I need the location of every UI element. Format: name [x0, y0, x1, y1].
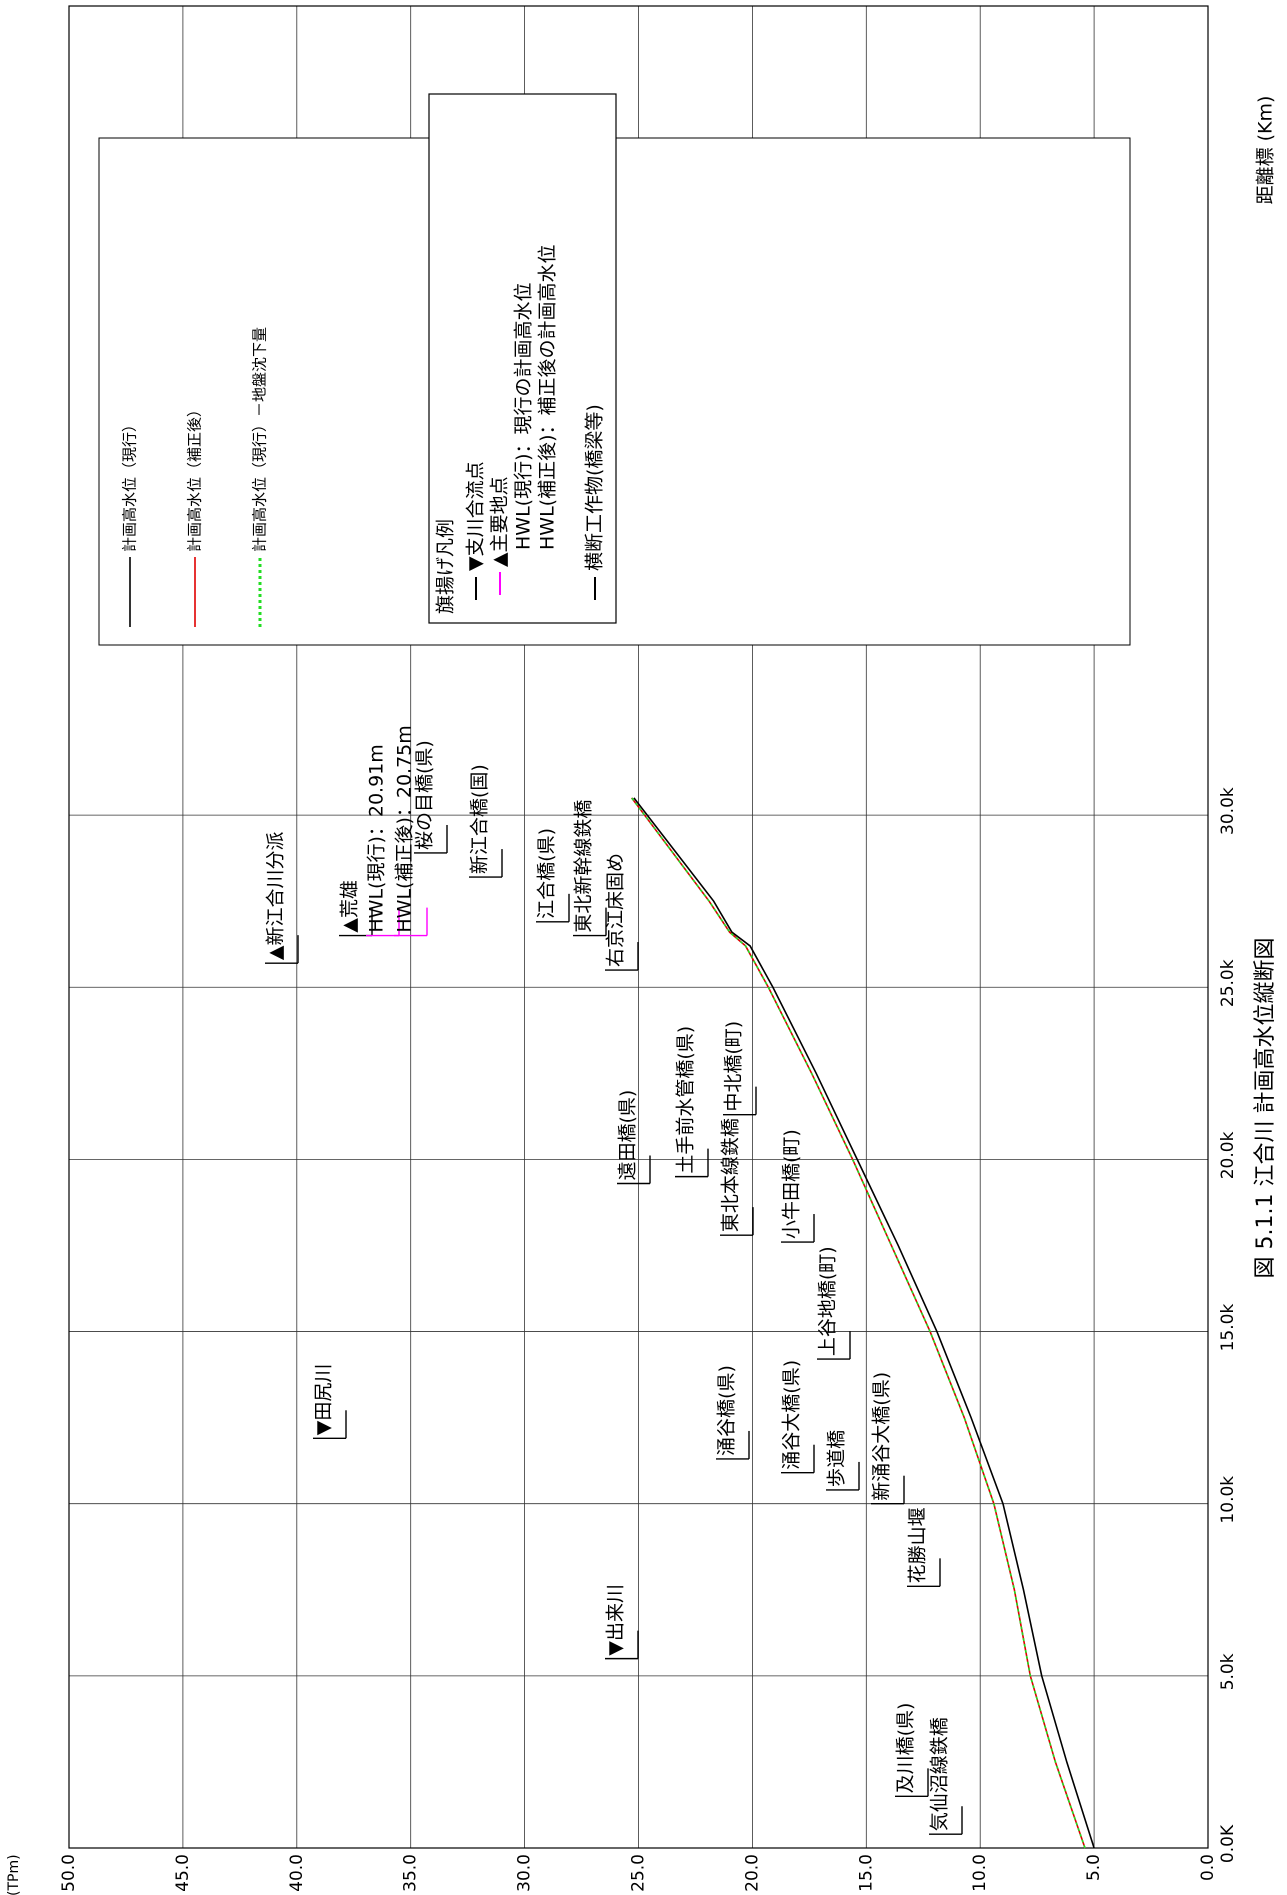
flag-legend-item: HWL(現行)：現行の計画高水位: [513, 283, 535, 551]
series-line: [631, 797, 1086, 1849]
y-tick-label: 35.0: [401, 1854, 421, 1892]
annotation: HWL(補正後)：20.75m: [394, 725, 416, 932]
flag-legend-item: 横断工作物(橋梁等): [584, 404, 606, 571]
rotated-chart: 旗揚げ凡例 距離標 (Km) 図 5.1.1 江合川 計画高水位縦断図 0.0 5…: [59, 5, 1278, 1892]
flag-legend-title: 旗揚げ凡例: [435, 519, 457, 614]
flag-legend-box: [428, 93, 617, 624]
y-tick-label: 25.0: [629, 1854, 649, 1892]
chart-title: 図 5.1.1 江合川 計画高水位縦断図: [1253, 938, 1278, 1279]
legend-label: 計画高水位（現行）－地盤沈下量: [251, 327, 269, 552]
annotation: ▲荒雄: [339, 880, 361, 933]
y-tick-label: 20.0: [742, 1854, 762, 1892]
series-line: [631, 797, 1086, 1849]
y-tick-label: 5.0: [1084, 1854, 1104, 1881]
annotation: 涌谷橋(県): [716, 1365, 738, 1456]
plot-frame: [68, 5, 1209, 1849]
annotation: 及川橋(県): [895, 1703, 917, 1794]
annotation: 新涌谷大橋(県): [871, 1372, 893, 1501]
flag-legend-item: ▲主要地点: [489, 476, 511, 567]
x-tick-label: 25.0k: [1218, 959, 1238, 1007]
annotation: ▲新江合川分派: [265, 832, 287, 961]
y-tick-label: 50.0: [59, 1854, 79, 1892]
y-tick-label: 0.0: [1198, 1854, 1218, 1881]
annotation: 小牛田橋(町): [781, 1129, 803, 1239]
y-tick-label: 15.0: [856, 1854, 876, 1892]
annotation: 気仙沼線鉄橋: [929, 1717, 951, 1831]
annotation: 新江合橋(国): [469, 764, 491, 874]
annotation: 歩道橋: [826, 1430, 848, 1487]
annotation: HWL(現行)：20.91m: [366, 744, 388, 932]
annotation: 遠田橋(県): [617, 1090, 639, 1181]
x-tick-label: 5.0k: [1218, 1653, 1238, 1690]
flag-legend-item: ▼支川合流点: [465, 461, 487, 571]
y-tick-label: 30.0: [515, 1854, 535, 1892]
annotation: 東北本線鉄橋: [720, 1118, 742, 1232]
legend-label: 計画高水位（現行）: [121, 417, 139, 552]
annotation: 右京江床固め: [605, 853, 627, 967]
annotation: 上谷地橋(町): [817, 1246, 839, 1356]
x-tick-label: 0.0K: [1218, 1824, 1238, 1863]
x-tick-label: 30.0k: [1218, 787, 1238, 835]
x-axis-label: 距離標 (Km): [1255, 96, 1277, 205]
annotation: 中北橋(町): [723, 1021, 745, 1112]
y-axis-unit: (TPm): [6, 1854, 22, 1895]
y-tick-label: 40.0: [287, 1854, 307, 1892]
flag-legend-item: HWL(補正後)：補正後の計画高水位: [537, 245, 559, 551]
legend-label: 計画高水位（補正後）: [186, 402, 204, 552]
annotation: ▼出来川: [605, 1584, 627, 1656]
x-tick-label: 15.0k: [1218, 1304, 1238, 1352]
annotation: 土手前水管橋(県): [675, 1026, 697, 1174]
annotation: 東北新幹線鉄橋: [573, 800, 595, 933]
x-tick-label: 20.0k: [1218, 1131, 1238, 1179]
series-line: [633, 797, 1095, 1849]
annotation: 花勝山堰: [907, 1507, 929, 1583]
annotation: 江合橋(県): [536, 828, 558, 919]
annotation: 桜の目橋(県): [414, 740, 436, 850]
y-tick-label: 10.0: [970, 1854, 990, 1892]
y-tick-label: 45.0: [173, 1854, 193, 1892]
annotation: ▼田尻川: [313, 1364, 335, 1436]
x-tick-label: 10.0k: [1218, 1476, 1238, 1524]
annotation: 涌谷大橋(県): [781, 1360, 803, 1470]
